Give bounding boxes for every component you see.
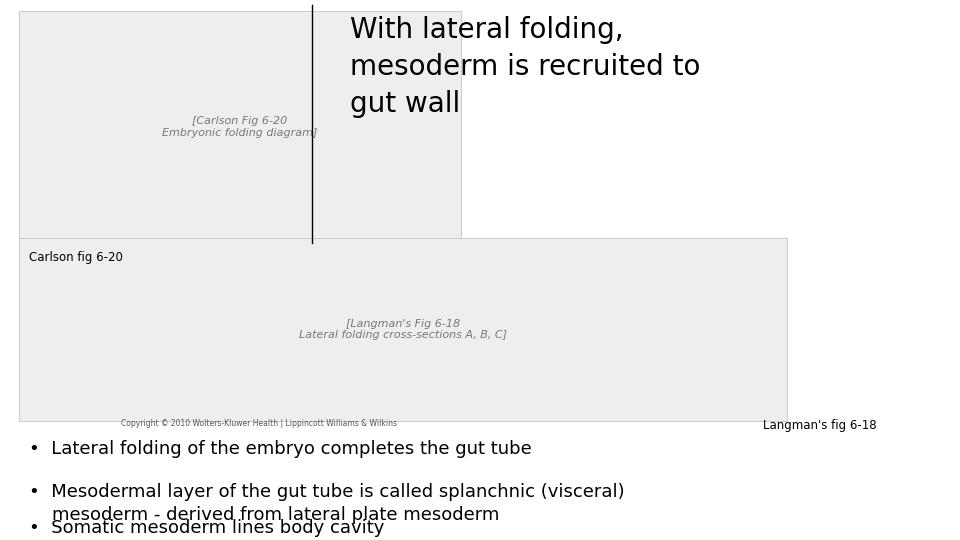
Text: Copyright © 2010 Wolters-Kluwer Health | Lippincott Williams & Wilkins: Copyright © 2010 Wolters-Kluwer Health |… bbox=[121, 418, 397, 428]
Text: Langman's fig 6-18: Langman's fig 6-18 bbox=[763, 418, 876, 431]
Text: [Carlson Fig 6-20
Embryonic folding diagram]: [Carlson Fig 6-20 Embryonic folding diag… bbox=[162, 116, 318, 138]
Text: Carlson fig 6-20: Carlson fig 6-20 bbox=[29, 251, 123, 264]
Bar bbox=[19, 11, 461, 243]
Text: [Langman's Fig 6-18
Lateral folding cross-sections A, B, C]: [Langman's Fig 6-18 Lateral folding cros… bbox=[300, 319, 507, 340]
Text: With lateral folding,
mesoderm is recruited to
gut wall: With lateral folding, mesoderm is recrui… bbox=[350, 16, 701, 118]
Text: •  Mesodermal layer of the gut tube is called splanchnic (visceral)
    mesoderm: • Mesodermal layer of the gut tube is ca… bbox=[29, 483, 624, 523]
Text: •  Somatic mesoderm lines body cavity: • Somatic mesoderm lines body cavity bbox=[29, 519, 384, 537]
Bar bbox=[19, 238, 787, 421]
Text: •  Lateral folding of the embryo completes the gut tube: • Lateral folding of the embryo complete… bbox=[29, 440, 532, 458]
